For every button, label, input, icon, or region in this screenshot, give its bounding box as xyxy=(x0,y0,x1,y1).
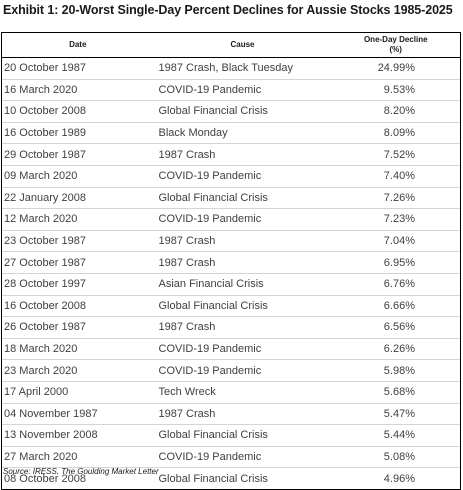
cause-cell: COVID-19 Pandemic xyxy=(153,164,332,188)
table-row: 23 October 1987 1987 Crash 7.04% xyxy=(1,229,461,252)
date-cell: 16 October 1989 xyxy=(1,121,154,144)
table-row: 16 October 2008 Global Financial Crisis 6.… xyxy=(1,294,461,317)
date-cell: 23 March 2020 xyxy=(1,359,154,382)
table-row: 29 October 1987 1987 Crash 7.52% xyxy=(1,143,461,166)
declines-table: Date Cause One-Day Decline (%) 20 Octobe… xyxy=(1,32,461,490)
table-row: 27 October 1987 1987 Crash 6.95% xyxy=(1,251,461,274)
cause-cell: 1987 Crash, Black Tuesday xyxy=(153,57,332,80)
date-cell: 27 March 2020 xyxy=(1,445,154,468)
date-cell: 09 March 2020 xyxy=(1,164,154,188)
cause-cell: 1987 Crash xyxy=(153,402,332,425)
table-row: 12 March 2020 COVID-19 Pandemic 7.23% xyxy=(1,208,461,231)
date-cell: 22 January 2008 xyxy=(1,186,154,209)
date-cell: 16 October 2008 xyxy=(1,294,154,317)
date-cell: 13 November 2008 xyxy=(1,424,154,447)
table-row: 10 October 2008 Global Financial Crisis 8.… xyxy=(1,100,461,123)
decline-cell: 6.95% xyxy=(331,251,461,274)
decline-cell: 8.20% xyxy=(331,100,461,123)
date-cell: 04 November 1987 xyxy=(1,402,154,425)
column-header-decline-line2: (%) xyxy=(389,45,402,54)
date-cell: 16 March 2020 xyxy=(1,78,154,101)
decline-cell: 9.53% xyxy=(331,78,461,101)
table-row: 26 October 1987 1987 Crash 6.56% xyxy=(1,316,461,339)
decline-cell: 7.26% xyxy=(331,186,461,209)
date-cell: 10 October 2008 xyxy=(1,100,154,123)
cause-cell: COVID-19 Pandemic xyxy=(153,359,332,382)
decline-cell: 5.68% xyxy=(331,380,461,403)
date-cell: 29 October 1987 xyxy=(1,143,154,166)
table-row: 17 April 2000 Tech Wreck 5.68% xyxy=(1,380,461,403)
column-header-decline: One-Day Decline (%) xyxy=(331,32,461,58)
decline-cell: 8.09% xyxy=(331,121,461,144)
decline-cell: 6.76% xyxy=(331,272,461,296)
decline-cell: 5.44% xyxy=(331,424,461,447)
source-note: Source: IRESS, The Goulding Market Lette… xyxy=(3,467,159,476)
decline-cell: 5.98% xyxy=(331,359,461,382)
column-header-cause: Cause xyxy=(153,32,332,58)
cause-cell: COVID-19 Pandemic xyxy=(153,78,332,101)
decline-cell: 6.66% xyxy=(331,294,461,317)
cause-cell: Asian Financial Crisis xyxy=(153,272,332,296)
cause-cell: Black Monday xyxy=(153,121,332,144)
cause-cell: Global Financial Crisis xyxy=(153,467,332,490)
cause-cell: 1987 Crash xyxy=(153,251,332,274)
table-row: 16 October 1989 Black Monday 8.09% xyxy=(1,121,461,144)
date-cell: 18 March 2020 xyxy=(1,337,154,360)
decline-cell: 7.04% xyxy=(331,229,461,252)
table-row: 13 November 2008 Global Financial Crisis 5… xyxy=(1,424,461,447)
cause-cell: COVID-19 Pandemic xyxy=(153,445,332,468)
table-row: 22 January 2008 Global Financial Crisis 7.… xyxy=(1,186,461,209)
cause-cell: 1987 Crash xyxy=(153,316,332,339)
exhibit-title: Exhibit 1: 20-Worst Single-Day Percent D… xyxy=(3,3,453,17)
cause-cell: 1987 Crash xyxy=(153,229,332,252)
decline-cell: 5.08% xyxy=(331,445,461,468)
cause-cell: Global Financial Crisis xyxy=(153,424,332,447)
decline-cell: 24.99% xyxy=(331,57,461,80)
cause-cell: Tech Wreck xyxy=(153,380,332,403)
table-row: 23 March 2020 COVID-19 Pandemic 5.98% xyxy=(1,359,461,382)
date-cell: 26 October 1987 xyxy=(1,316,154,339)
table-header-row: Date Cause One-Day Decline (%) xyxy=(1,32,461,58)
cause-cell: Global Financial Crisis xyxy=(153,100,332,123)
date-cell: 28 October 1997 xyxy=(1,272,154,296)
table-row: 27 March 2020 COVID-19 Pandemic 5.08% xyxy=(1,445,461,468)
table-row: 18 March 2020 COVID-19 Pandemic 6.26% xyxy=(1,337,461,360)
date-cell: 27 October 1987 xyxy=(1,251,154,274)
cause-cell: 1987 Crash xyxy=(153,143,332,166)
decline-cell: 7.23% xyxy=(331,208,461,231)
date-cell: 17 April 2000 xyxy=(1,380,154,403)
date-cell: 20 October 1987 xyxy=(1,57,154,80)
decline-cell: 5.47% xyxy=(331,402,461,425)
table-body: 20 October 1987 1987 Crash, Black Tuesday… xyxy=(1,57,461,490)
date-cell: 12 March 2020 xyxy=(1,208,154,231)
decline-cell: 6.26% xyxy=(331,337,461,360)
decline-cell: 7.40% xyxy=(331,164,461,188)
cause-cell: Global Financial Crisis xyxy=(153,186,332,209)
decline-cell: 4.96% xyxy=(331,467,461,490)
table-row: 16 March 2020 COVID-19 Pandemic 9.53% xyxy=(1,78,461,101)
cause-cell: COVID-19 Pandemic xyxy=(153,208,332,231)
table-row: 20 October 1987 1987 Crash, Black Tuesday… xyxy=(1,57,461,80)
cause-cell: Global Financial Crisis xyxy=(153,294,332,317)
table-row: 09 March 2020 COVID-19 Pandemic 7.40% xyxy=(1,164,461,188)
table-row: 28 October 1997 Asian Financial Crisis 6.7… xyxy=(1,272,461,296)
table-row: 04 November 1987 1987 Crash 5.47% xyxy=(1,402,461,425)
decline-cell: 7.52% xyxy=(331,143,461,166)
column-header-decline-line1: One-Day Decline xyxy=(363,35,428,44)
column-header-date: Date xyxy=(1,32,154,58)
cause-cell: COVID-19 Pandemic xyxy=(153,337,332,360)
decline-cell: 6.56% xyxy=(331,316,461,339)
date-cell: 23 October 1987 xyxy=(1,229,154,252)
